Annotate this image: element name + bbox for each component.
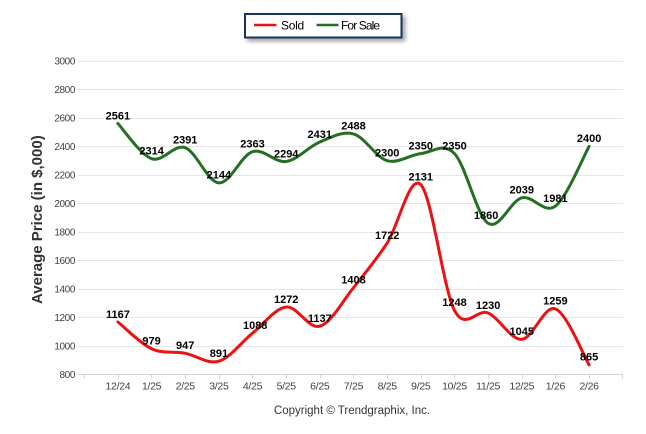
svg-text:1045: 1045 (510, 326, 534, 338)
svg-text:1860: 1860 (474, 210, 498, 222)
svg-text:6/25: 6/25 (310, 381, 330, 393)
svg-text:Sold: Sold (281, 19, 304, 33)
svg-text:1/26: 1/26 (546, 381, 566, 393)
svg-text:1259: 1259 (543, 296, 567, 308)
svg-text:1/25: 1/25 (142, 381, 162, 393)
svg-text:865: 865 (580, 352, 598, 364)
svg-text:11/25: 11/25 (476, 381, 500, 393)
svg-text:947: 947 (176, 340, 194, 352)
svg-text:2800: 2800 (54, 85, 75, 96)
svg-text:2314: 2314 (139, 146, 164, 158)
svg-text:2294: 2294 (274, 148, 299, 160)
svg-text:2391: 2391 (173, 135, 197, 147)
svg-text:Average Price (in $,000): Average Price (in $,000) (29, 135, 46, 304)
svg-text:12/25: 12/25 (509, 381, 534, 393)
svg-text:1400: 1400 (54, 285, 75, 296)
svg-text:800: 800 (60, 370, 76, 381)
svg-text:2200: 2200 (54, 171, 75, 182)
svg-text:891: 891 (210, 348, 228, 360)
svg-text:Copyright © Trendgraphix, Inc.: Copyright © Trendgraphix, Inc. (274, 405, 430, 417)
svg-text:3/25: 3/25 (209, 381, 229, 393)
svg-text:2/25: 2/25 (176, 381, 196, 393)
svg-text:2488: 2488 (341, 121, 365, 133)
svg-text:2350: 2350 (409, 140, 433, 152)
svg-text:1000: 1000 (54, 342, 75, 353)
svg-text:1981: 1981 (543, 193, 567, 205)
svg-text:2144: 2144 (207, 170, 232, 182)
svg-text:5/25: 5/25 (277, 381, 297, 393)
svg-text:2000: 2000 (54, 199, 75, 210)
svg-text:2131: 2131 (409, 172, 433, 184)
svg-text:2350: 2350 (442, 140, 466, 152)
svg-text:2400: 2400 (54, 142, 75, 153)
svg-text:For Sale: For Sale (341, 19, 380, 33)
svg-text:10/25: 10/25 (442, 381, 467, 393)
svg-text:2561: 2561 (106, 110, 130, 122)
svg-text:2/26: 2/26 (579, 381, 599, 393)
svg-text:2600: 2600 (54, 114, 75, 125)
svg-text:2300: 2300 (375, 148, 399, 160)
svg-text:2431: 2431 (308, 129, 332, 141)
svg-text:1167: 1167 (106, 309, 130, 321)
svg-text:1272: 1272 (274, 294, 298, 306)
svg-text:8/25: 8/25 (378, 381, 398, 393)
svg-text:1600: 1600 (54, 256, 75, 267)
svg-text:3000: 3000 (54, 57, 75, 68)
svg-text:1408: 1408 (341, 275, 365, 287)
svg-text:2400: 2400 (577, 133, 601, 145)
svg-text:7/25: 7/25 (344, 381, 364, 393)
svg-text:1137: 1137 (308, 313, 332, 325)
svg-text:1230: 1230 (476, 300, 500, 312)
svg-text:1088: 1088 (243, 320, 267, 332)
svg-text:9/25: 9/25 (411, 381, 431, 393)
svg-text:2039: 2039 (510, 185, 534, 197)
svg-text:1800: 1800 (54, 228, 75, 239)
svg-text:12/24: 12/24 (106, 381, 131, 393)
svg-text:1722: 1722 (375, 230, 399, 242)
svg-text:1248: 1248 (442, 297, 466, 309)
svg-text:2363: 2363 (240, 139, 264, 151)
svg-text:979: 979 (142, 336, 160, 348)
svg-text:1200: 1200 (54, 313, 75, 324)
svg-text:4/25: 4/25 (243, 381, 263, 393)
